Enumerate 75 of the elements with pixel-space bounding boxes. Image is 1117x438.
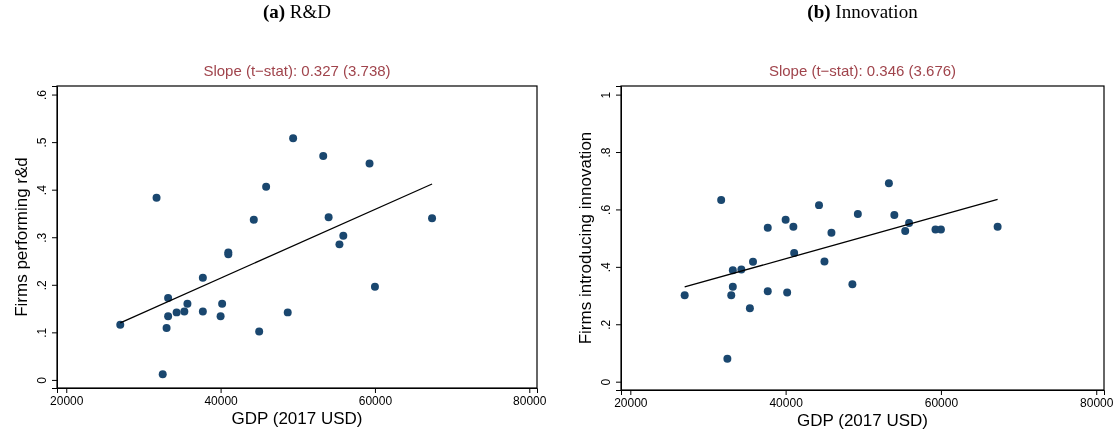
point	[680, 291, 689, 300]
point	[827, 228, 836, 237]
x-axis-title: GDP (2017 USD)	[796, 411, 929, 430]
y-tick-label: 0	[35, 376, 50, 384]
y-tick-label: 0	[599, 378, 614, 386]
y-tick-label: .8	[599, 147, 614, 158]
y-tick-label: 1	[599, 91, 614, 99]
point	[370, 282, 379, 291]
point	[216, 312, 225, 321]
y-tick-label: .4	[599, 262, 614, 273]
point	[289, 134, 298, 143]
point	[339, 231, 348, 240]
y-tick-label: .6	[35, 89, 50, 101]
x-tick-label: 60000	[924, 395, 959, 410]
point	[783, 288, 792, 297]
point	[789, 222, 798, 231]
point	[152, 193, 161, 202]
x-tick-label: 40000	[204, 393, 239, 408]
point	[183, 299, 192, 308]
point	[745, 304, 754, 313]
y-tick-label: .4	[35, 184, 50, 196]
x-tick-label: 80000	[1080, 395, 1114, 410]
point	[749, 257, 757, 266]
point	[255, 327, 264, 336]
y-tick-label: .2	[599, 319, 614, 330]
point	[180, 307, 189, 316]
point	[365, 159, 374, 168]
point	[262, 182, 271, 191]
x-tick-label: 20000	[50, 393, 84, 408]
x-tick-label: 80000	[513, 393, 547, 408]
point	[164, 294, 173, 303]
chart-title: (b) Innovation	[807, 1, 919, 23]
point	[993, 222, 1002, 231]
point	[283, 308, 292, 317]
point	[727, 291, 736, 300]
point	[249, 215, 258, 224]
y-tick-label: .6	[599, 204, 614, 215]
point	[319, 151, 328, 160]
x-axis-title: GDP (2017 USD)	[231, 409, 363, 428]
point	[853, 210, 862, 219]
chart-subtitle: Slope (t−stat): 0.346 (3.676)	[768, 62, 957, 79]
point	[848, 280, 857, 289]
point	[763, 287, 772, 296]
point	[815, 201, 823, 210]
point	[324, 213, 333, 222]
point	[763, 223, 772, 232]
point	[723, 354, 732, 363]
chart-subtitle: Slope (t−stat): 0.327 (3.738)	[203, 62, 391, 79]
point	[901, 226, 910, 235]
point	[116, 320, 125, 329]
point	[884, 179, 893, 188]
point	[218, 299, 227, 308]
point	[158, 370, 167, 379]
point	[162, 324, 171, 333]
point	[335, 240, 344, 249]
point	[428, 214, 437, 223]
point	[820, 257, 829, 266]
point	[198, 273, 207, 282]
x-tick-label: 40000	[769, 395, 804, 410]
point	[717, 195, 726, 204]
y-axis-title: Firms performing r&d	[12, 157, 31, 317]
point	[781, 215, 790, 224]
x-tick-label: 20000	[614, 395, 648, 410]
x-tick-label: 60000	[358, 393, 393, 408]
point	[164, 312, 173, 321]
y-axis-title: Firms introducing innovation	[576, 131, 595, 345]
y-tick-label: .1	[35, 327, 50, 338]
point	[890, 210, 899, 219]
chart-title: (a) R&D	[262, 1, 332, 23]
point	[172, 308, 181, 317]
y-tick-label: .5	[35, 137, 50, 148]
point	[198, 307, 207, 316]
y-tick-label: .3	[35, 232, 50, 243]
y-tick-label: .2	[35, 279, 50, 291]
point	[728, 282, 737, 291]
